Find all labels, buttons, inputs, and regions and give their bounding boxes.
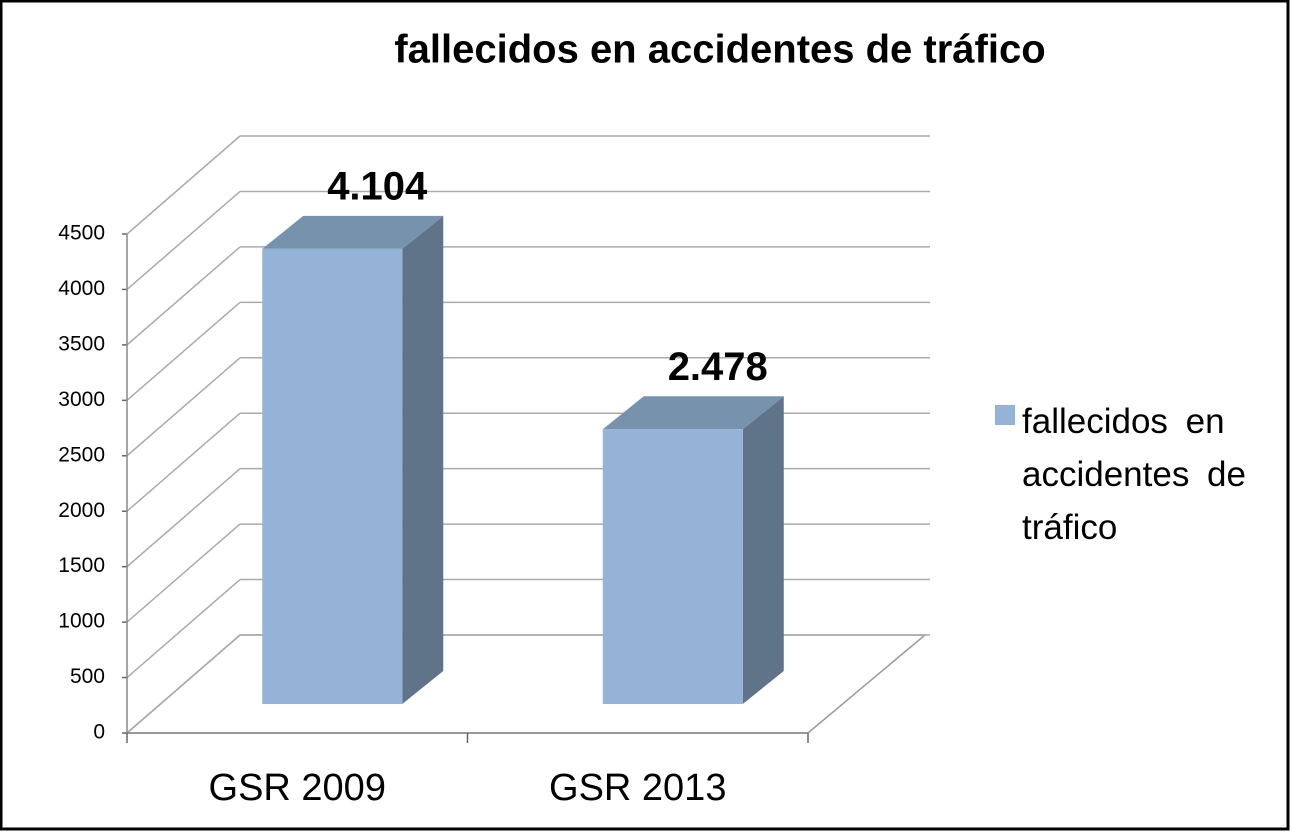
bar bbox=[262, 248, 403, 705]
bar-top bbox=[262, 215, 444, 249]
legend-swatch bbox=[995, 405, 1015, 425]
y-tick-label: 4000 bbox=[58, 277, 105, 300]
y-tick-label: 500 bbox=[70, 665, 105, 688]
data-label: 2.478 bbox=[668, 345, 768, 389]
grid-line bbox=[126, 357, 241, 457]
y-tick-label: 2500 bbox=[58, 443, 105, 466]
y-tick-label: 2000 bbox=[58, 499, 105, 522]
x-tick-label: GSR 2009 bbox=[209, 767, 386, 809]
floor bbox=[124, 634, 928, 734]
bar-side bbox=[402, 215, 444, 705]
bar bbox=[602, 429, 743, 704]
grid-line bbox=[126, 135, 241, 235]
bar-top bbox=[602, 396, 784, 430]
grid-line bbox=[126, 412, 241, 512]
grid-line bbox=[126, 578, 241, 679]
y-tick-label: 4500 bbox=[58, 222, 105, 245]
y-tick-label: 3000 bbox=[58, 388, 105, 411]
grid-line bbox=[126, 523, 241, 623]
x-tick-label: GSR 2013 bbox=[549, 767, 726, 809]
y-tick-label: 1500 bbox=[58, 554, 105, 577]
grid-line bbox=[126, 468, 241, 568]
grid-line bbox=[126, 190, 241, 291]
bar-side bbox=[742, 396, 784, 704]
grid-line bbox=[126, 634, 241, 734]
grid-line bbox=[126, 246, 241, 346]
chart-title: fallecidos en accidentes de tráfico bbox=[394, 28, 1045, 72]
legend-label: fallecidos en accidentes de tráfico bbox=[1022, 402, 1246, 547]
grid-line bbox=[126, 301, 241, 401]
y-tick-label: 3500 bbox=[58, 332, 105, 355]
y-tick-label: 0 bbox=[93, 721, 105, 744]
y-tick-label: 1000 bbox=[58, 610, 105, 633]
data-label: 4.104 bbox=[327, 164, 428, 208]
